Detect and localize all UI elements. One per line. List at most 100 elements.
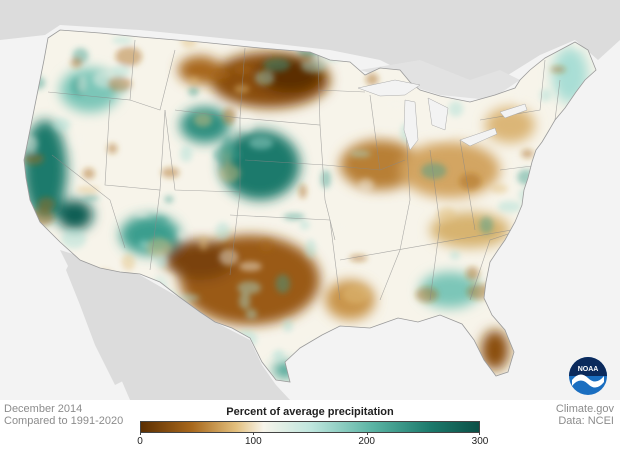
precip-texture-spot — [218, 248, 239, 266]
dry-nw-montana — [178, 56, 222, 84]
precip-texture-spot — [403, 338, 415, 355]
precip-texture-spot — [515, 86, 524, 105]
precip-texture-spot — [239, 292, 251, 310]
precip-texture-spot — [525, 223, 536, 232]
precip-texture-spot — [107, 143, 118, 154]
precip-texture-spot — [491, 183, 508, 194]
precipitation-map — [0, 0, 620, 400]
precip-texture-spot — [465, 360, 477, 374]
precip-texture-spot — [198, 235, 209, 251]
legend-tick-mark — [140, 432, 141, 435]
precip-texture-spot — [215, 222, 231, 241]
legend-tick-label: 0 — [137, 436, 143, 447]
precip-texture-spot — [283, 213, 305, 221]
precip-texture-spot — [459, 173, 482, 190]
precip-texture-spot — [152, 216, 168, 225]
legend-tick-label: 300 — [471, 436, 489, 447]
precip-texture-spot — [237, 281, 262, 295]
dry-ohio-valley — [400, 142, 500, 198]
precip-texture-spot — [254, 70, 275, 86]
precip-texture-spot — [82, 167, 95, 180]
precip-texture-spot — [188, 86, 199, 97]
precip-texture-spot — [449, 250, 461, 260]
precip-texture-spot — [76, 186, 100, 194]
legend-tick-mark — [366, 432, 368, 435]
precip-texture-spot — [240, 112, 255, 132]
precip-texture-spot — [37, 197, 55, 211]
precip-texture-spot — [193, 113, 213, 128]
precip-texture-spot — [448, 100, 464, 117]
precip-texture-spot — [71, 133, 88, 149]
precip-texture-spot — [299, 220, 310, 230]
precip-texture-spot — [551, 301, 568, 309]
precip-texture-spot — [519, 272, 529, 284]
precip-texture-spot — [107, 76, 132, 92]
precip-texture-spot — [416, 352, 438, 363]
precip-texture-spot — [188, 76, 200, 86]
precip-texture-spot — [556, 140, 574, 154]
precip-texture-spot — [262, 58, 291, 72]
precip-texture-spot — [358, 178, 374, 192]
precip-texture-spot — [396, 338, 407, 348]
precip-texture-spot — [233, 65, 253, 75]
baseline-label: Compared to 1991-2020 — [4, 415, 124, 427]
precip-texture-spot — [426, 123, 454, 139]
precip-texture-spot — [550, 65, 566, 74]
precip-texture-spot — [24, 152, 44, 165]
period-label: December 2014 — [4, 403, 83, 415]
precip-texture-spot — [535, 182, 561, 195]
precip-texture-spot — [275, 274, 291, 294]
precip-texture-spot — [138, 239, 150, 250]
precip-texture-spot — [156, 254, 168, 269]
map-area — [0, 0, 620, 400]
precip-texture-spot — [177, 230, 186, 240]
precip-texture-spot — [384, 96, 409, 113]
precip-texture-spot — [213, 145, 241, 164]
legend-color-bar — [140, 421, 480, 433]
precip-texture-spot — [465, 266, 480, 281]
wet-socal — [57, 200, 93, 230]
precip-texture-spot — [61, 229, 87, 249]
legend-tick-mark — [479, 432, 480, 435]
precip-texture-spot — [495, 278, 515, 298]
precip-texture-spot — [70, 57, 83, 68]
precip-texture-spot — [380, 124, 396, 132]
precip-texture-spot — [548, 132, 575, 148]
precip-texture-spot — [298, 332, 321, 346]
wet-south-texas — [273, 362, 297, 378]
precip-texture-spot — [115, 46, 143, 67]
dry-florida — [481, 330, 509, 370]
precip-texture-spot — [559, 337, 585, 355]
precip-texture-spot — [421, 162, 447, 179]
precip-texture-spot — [272, 349, 285, 362]
precip-texture-spot — [579, 249, 591, 266]
precip-texture-spot — [350, 150, 371, 158]
noaa-logo-text: NOAA — [578, 366, 599, 373]
precip-texture-spot — [520, 148, 534, 159]
precip-texture-spot — [52, 118, 71, 132]
dry-nm-tx-border — [165, 240, 235, 280]
precip-texture-spot — [239, 261, 262, 272]
wet-new-england — [552, 47, 588, 103]
precip-texture-spot — [320, 169, 331, 189]
precip-texture-spot — [219, 164, 241, 183]
legend-tick-label: 200 — [358, 436, 375, 447]
precip-texture-spot — [539, 88, 552, 102]
precip-texture-spot — [111, 36, 133, 44]
precip-texture-spot — [528, 212, 557, 228]
precip-texture-spot — [154, 272, 175, 285]
precip-texture-spot — [282, 319, 293, 333]
precip-texture-spot — [164, 195, 174, 204]
precip-texture-spot — [336, 221, 347, 233]
legend-tick-label: 100 — [244, 436, 262, 447]
precip-texture-spot — [298, 183, 307, 199]
precip-texture-spot — [110, 65, 131, 77]
precip-texture-spot — [161, 167, 180, 178]
precip-texture-spot — [78, 75, 87, 93]
us-outline — [23, 29, 597, 383]
state-borders — [47, 39, 561, 301]
precip-texture-spot — [134, 210, 150, 218]
legend-title: Percent of average precipitation — [226, 406, 394, 418]
precip-texture-spot — [525, 214, 544, 232]
precip-texture-spot — [178, 294, 200, 302]
